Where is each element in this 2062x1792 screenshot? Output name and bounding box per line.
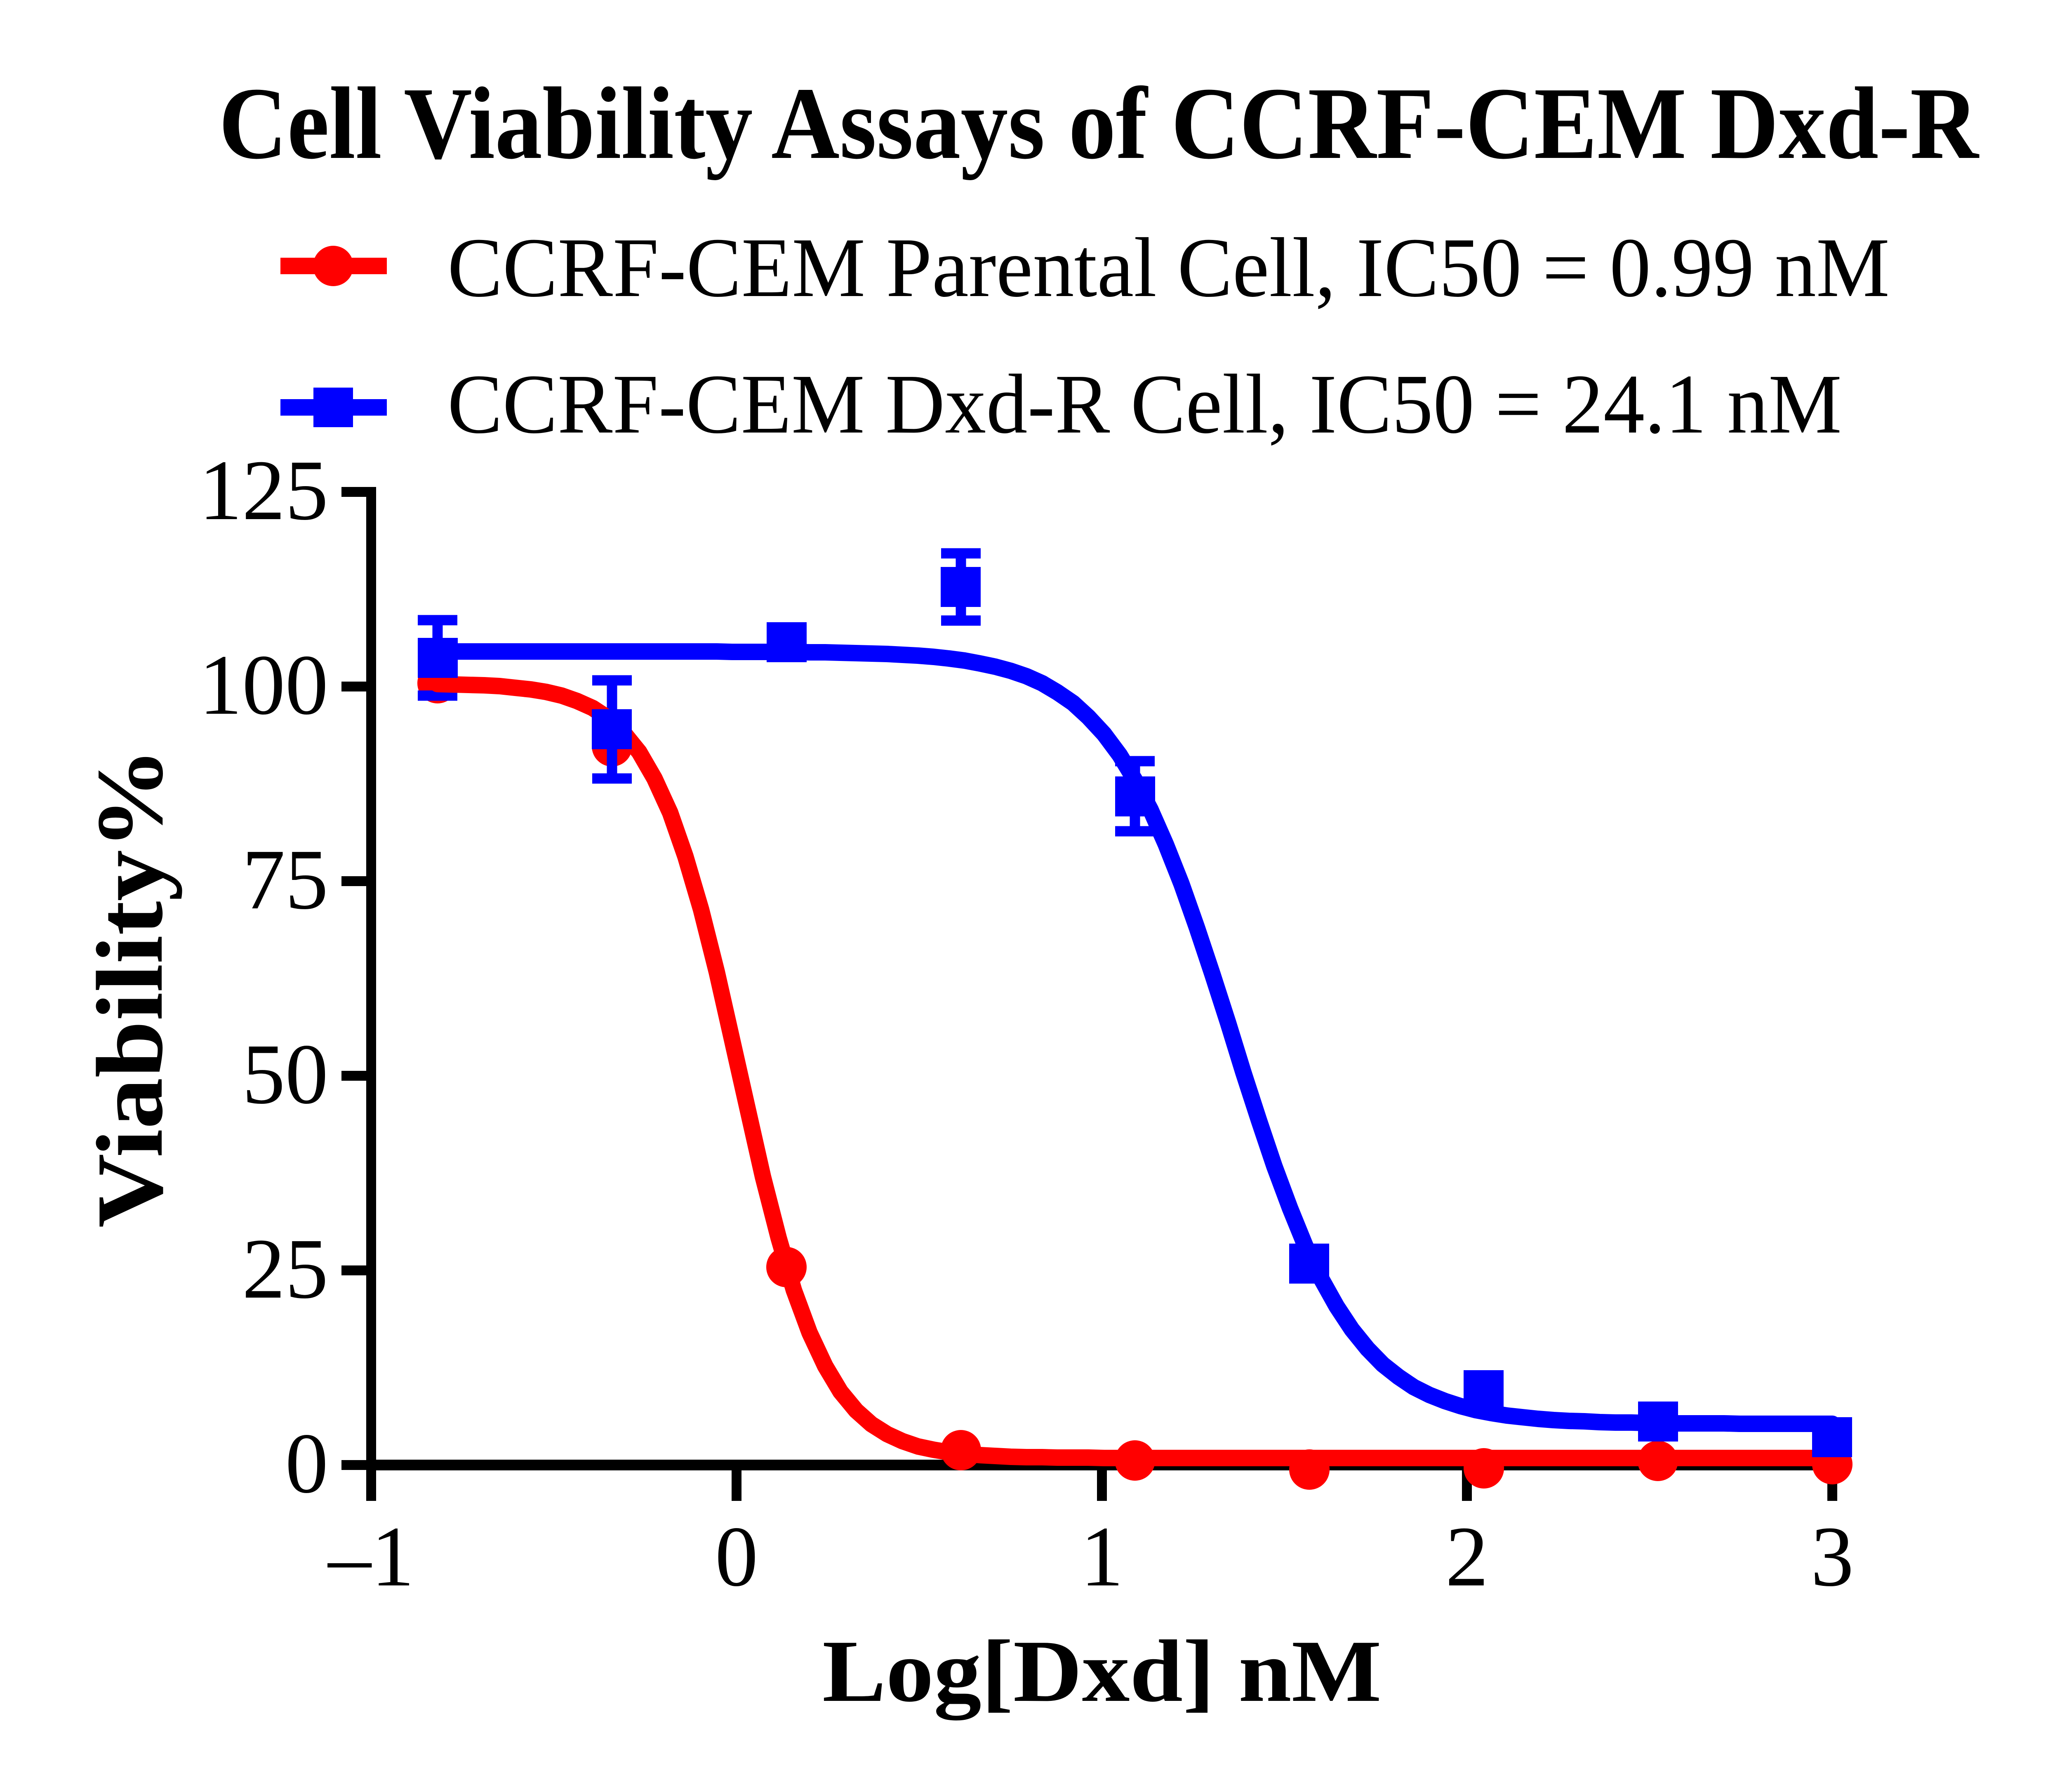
svg-text:Viability%: Viability% [77,748,182,1228]
svg-text:75: 75 [242,832,328,927]
svg-text:0: 0 [285,1416,329,1511]
svg-text:1: 1 [1080,1509,1124,1604]
svg-text:–1: –1 [327,1509,414,1604]
svg-text:CCRF-CEM Dxd-R Cell, IC50 = 24: CCRF-CEM Dxd-R Cell, IC50 = 24.1 nM [447,357,1842,451]
svg-text:0: 0 [715,1509,758,1604]
svg-text:Log[Dxd] nM: Log[Dxd] nM [822,1622,1382,1720]
svg-text:CCRF-CEM Parental Cell, IC50 =: CCRF-CEM Parental Cell, IC50 = 0.99 nM [447,220,1890,315]
svg-text:50: 50 [242,1027,328,1122]
svg-text:Cell Viability Assays of CCRF-: Cell Viability Assays of CCRF-CEM Dxd-R [219,66,1980,181]
svg-text:3: 3 [1811,1509,1854,1604]
svg-text:100: 100 [199,637,329,733]
svg-text:25: 25 [242,1221,328,1317]
svg-text:2: 2 [1445,1509,1489,1604]
svg-text:125: 125 [199,443,329,538]
